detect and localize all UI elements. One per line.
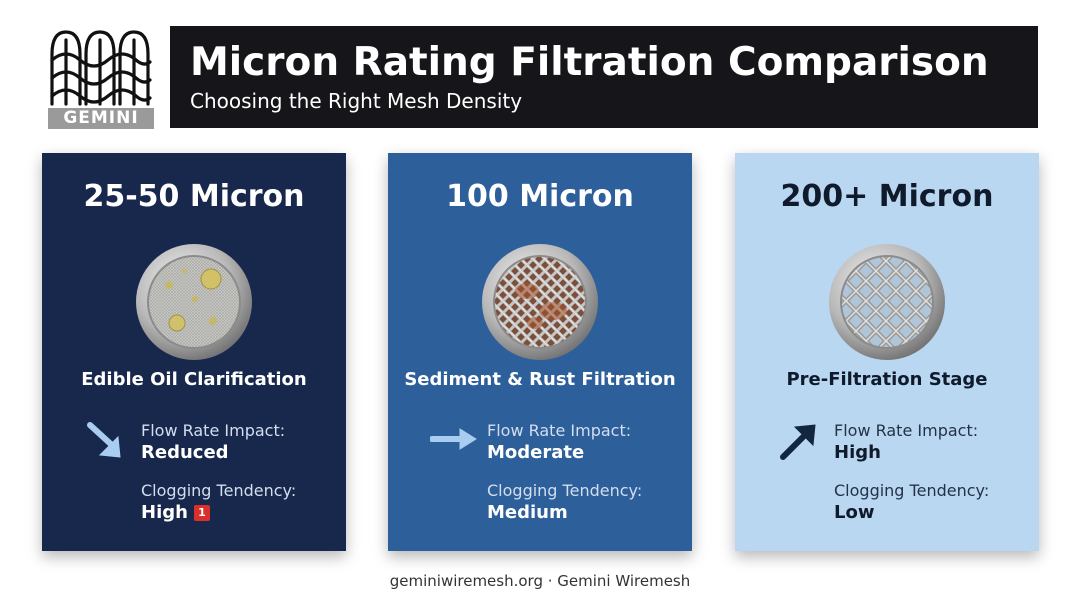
fine-mesh-disc-icon xyxy=(136,244,252,360)
woven-mesh-logo-icon xyxy=(50,30,152,106)
card-title: 25-50 Micron xyxy=(83,179,305,214)
arrow-down-right-icon xyxy=(87,422,121,458)
clogging-value: Medium xyxy=(487,502,568,523)
flow-rate-value: Reduced xyxy=(141,442,229,463)
coarse-mesh-disc-icon xyxy=(829,244,945,360)
flow-rate-label: Flow Rate Impact: xyxy=(834,421,979,440)
flow-rate-label: Flow Rate Impact: xyxy=(141,421,286,440)
arrow-right-icon xyxy=(430,428,477,450)
clogging-label: Clogging Tendency: xyxy=(487,481,643,500)
clogging-label: Clogging Tendency: xyxy=(834,481,990,500)
warning-badge: 1 xyxy=(193,505,210,521)
page-subtitle: Choosing the Right Mesh Density xyxy=(190,89,523,113)
footer-credit: geminiwiremesh.org · Gemini Wiremesh xyxy=(389,572,691,590)
clogging-value: Low xyxy=(834,502,875,523)
clogging-label: Clogging Tendency: xyxy=(141,481,297,500)
header-banner: Micron Rating Filtration Comparison Choo… xyxy=(170,26,1038,128)
flow-rate-label: Flow Rate Impact: xyxy=(487,421,632,440)
clogging-value-row: High 1 xyxy=(141,502,210,524)
page-title: Micron Rating Filtration Comparison xyxy=(190,40,989,85)
card-200-micron: 200+ Micron Pre-Filtration Stage Flow Ra… xyxy=(735,153,1039,551)
arrow-up-right-icon xyxy=(780,424,816,460)
clogging-value: High xyxy=(141,502,188,523)
card-title: 100 Micron xyxy=(446,179,634,214)
logo-wordmark: GEMINI xyxy=(48,108,154,129)
use-case-label: Sediment & Rust Filtration xyxy=(404,369,676,390)
card-25-50-micron: 25-50 Micron Edible Oil Clarification Fl… xyxy=(42,153,346,551)
card-100-micron: 100 Micron Sediment & Rust Filtration xyxy=(388,153,692,551)
flow-rate-value: Moderate xyxy=(487,442,585,463)
card-title: 200+ Micron xyxy=(780,179,994,214)
gemini-logo: GEMINI xyxy=(46,26,156,129)
use-case-label: Pre-Filtration Stage xyxy=(786,369,988,390)
flow-rate-value: High xyxy=(834,442,881,463)
use-case-label: Edible Oil Clarification xyxy=(81,369,307,390)
rusty-mesh-disc-icon xyxy=(482,244,598,360)
